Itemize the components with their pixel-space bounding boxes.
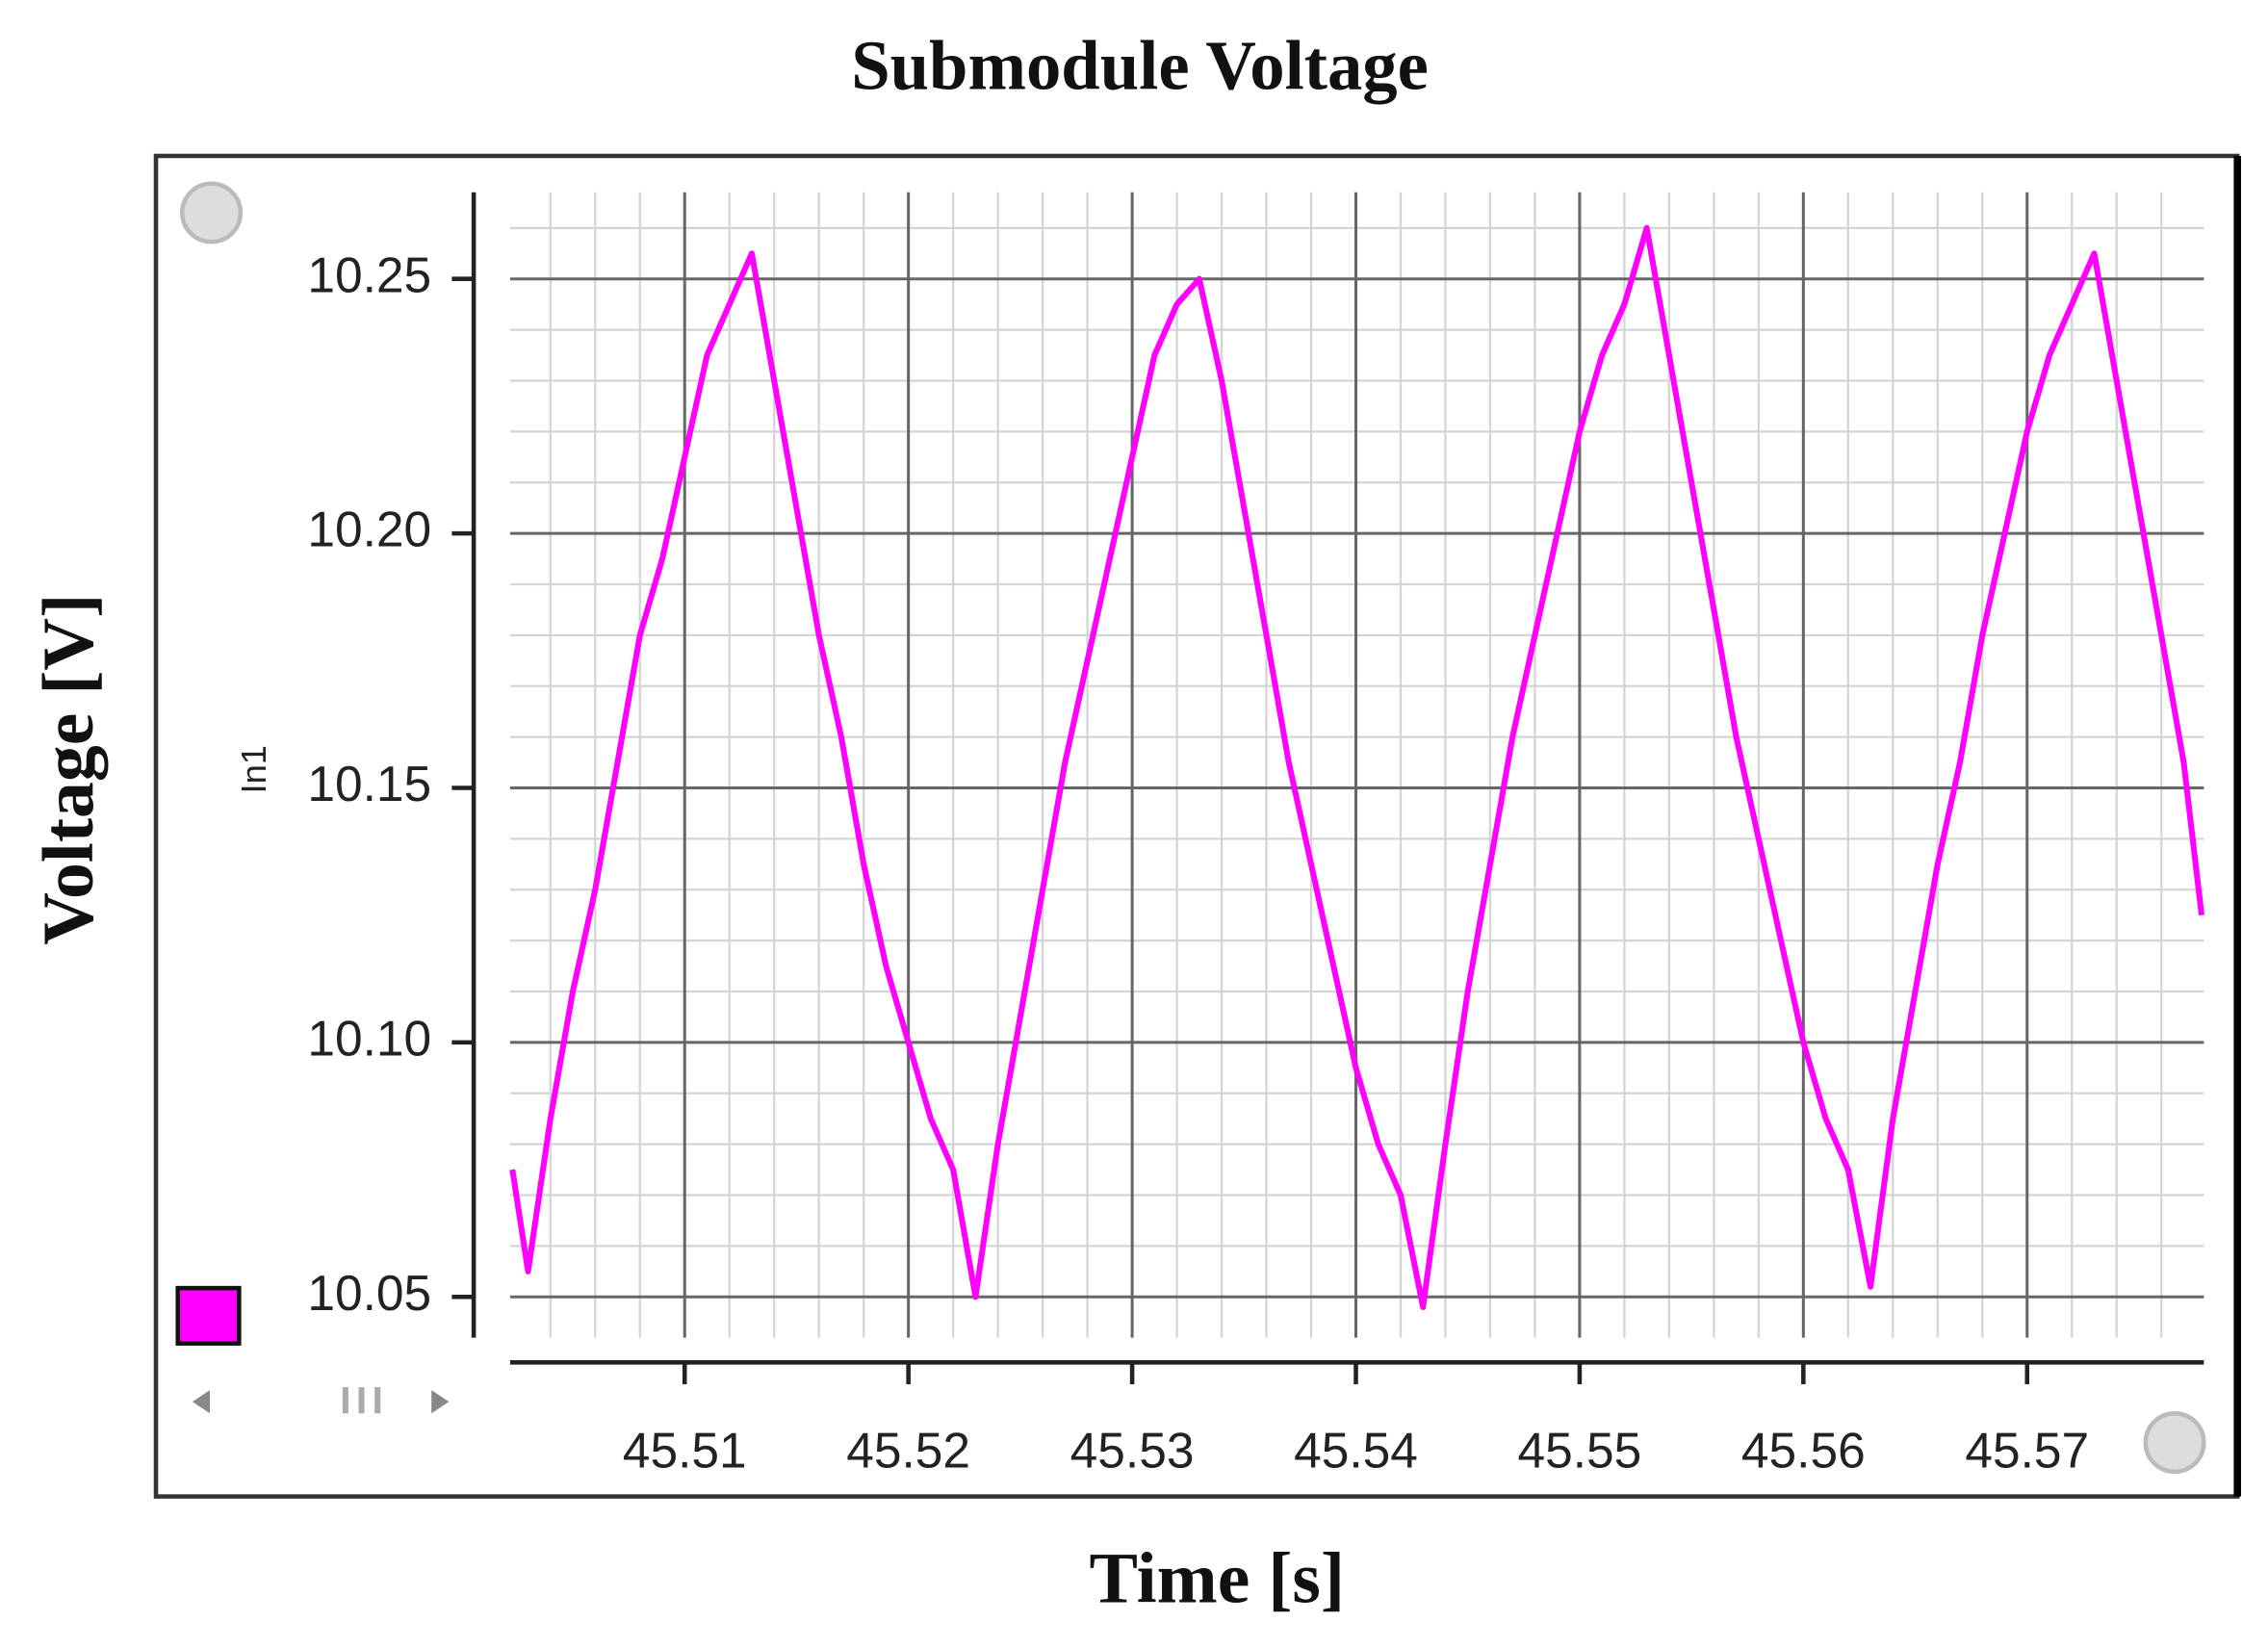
collapse-button[interactable] <box>179 181 244 245</box>
scroll-right[interactable] <box>431 1390 450 1414</box>
y-tick-label: 10.25 <box>307 246 431 302</box>
data-line <box>509 224 2205 1310</box>
expand-button[interactable] <box>2143 1411 2206 1475</box>
scroll-left[interactable] <box>192 1390 211 1414</box>
scroll-grip[interactable] <box>342 1387 381 1414</box>
x-tick-label: 45.52 <box>846 1422 970 1478</box>
inner-y-label: In1 <box>234 745 273 794</box>
y-tick-label: 10.10 <box>307 1010 431 1066</box>
x-tick-label: 45.57 <box>1965 1422 2089 1478</box>
chart-frame <box>153 153 2240 1499</box>
y-tick-label: 10.15 <box>307 756 431 811</box>
x-axis-title: Time [s] <box>1089 1538 1345 1618</box>
x-tick-label: 45.51 <box>623 1422 747 1478</box>
x-tick-label: 45.56 <box>1741 1422 1866 1478</box>
legend-swatch <box>175 1285 242 1346</box>
y-tick-label: 10.05 <box>307 1265 431 1321</box>
x-tick-label: 45.53 <box>1070 1422 1195 1478</box>
y-axis-title: Voltage [V] <box>29 594 109 945</box>
y-tick-label: 10.20 <box>307 502 431 557</box>
x-tick-label: 45.55 <box>1518 1422 1642 1478</box>
plot <box>509 224 2205 1310</box>
x-tick-label: 45.54 <box>1294 1422 1418 1478</box>
grid <box>509 192 2204 1338</box>
chart-title: Submodule Voltage <box>851 26 1429 104</box>
